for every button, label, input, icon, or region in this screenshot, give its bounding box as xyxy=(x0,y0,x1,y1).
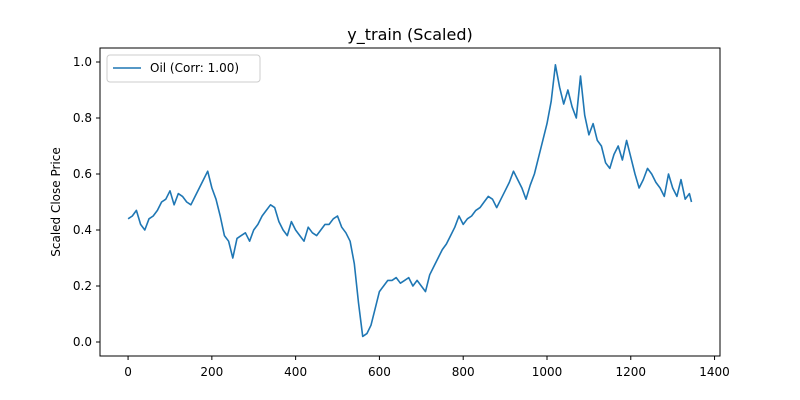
y-tick-label: 0.8 xyxy=(73,111,92,125)
series-layer xyxy=(127,64,693,338)
y-axis-label: Scaled Close Price xyxy=(49,147,63,257)
series-line-oil xyxy=(127,64,693,338)
y-tick-label: 0.6 xyxy=(73,167,92,181)
legend-box xyxy=(106,54,261,83)
y-axis-ticks: 0.0 0.2 0.4 0.6 0.8 1.0 xyxy=(73,55,100,349)
y-tick-label: 1.0 xyxy=(73,55,92,69)
x-tick-label: 200 xyxy=(200,365,223,379)
plot-area-frame xyxy=(99,47,721,357)
x-tick-label: 400 xyxy=(284,365,307,379)
x-tick-label: 1200 xyxy=(615,365,646,379)
y-tick-label: 0.4 xyxy=(73,223,92,237)
x-axis-ticks: 0 200 400 600 800 1000 1200 1400 xyxy=(124,356,730,379)
x-tick-label: 1000 xyxy=(532,365,563,379)
x-tick-label: 600 xyxy=(368,365,391,379)
y-tick-label: 0.2 xyxy=(73,279,92,293)
chart-title: y_train (Scaled) xyxy=(347,25,472,45)
x-tick-label: 1400 xyxy=(699,365,730,379)
legend: Oil (Corr: 1.00) xyxy=(106,54,261,83)
y-tick-label: 0.0 xyxy=(73,335,92,349)
legend-label-oil: Oil (Corr: 1.00) xyxy=(150,61,239,75)
x-tick-label: 800 xyxy=(452,365,475,379)
x-tick-label: 0 xyxy=(124,365,132,379)
